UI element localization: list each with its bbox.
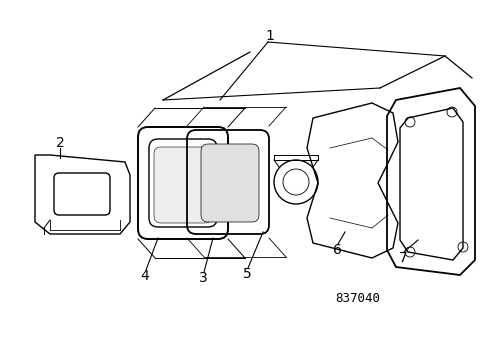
Text: 7: 7 [399, 251, 407, 265]
Text: 3: 3 [198, 271, 207, 285]
FancyBboxPatch shape [154, 147, 212, 223]
Text: 2: 2 [56, 136, 64, 150]
FancyBboxPatch shape [201, 144, 259, 222]
Text: 1: 1 [266, 29, 274, 43]
Text: 5: 5 [243, 267, 251, 281]
Text: 837040: 837040 [336, 292, 381, 305]
Text: 4: 4 [141, 269, 149, 283]
Text: 6: 6 [333, 243, 342, 257]
